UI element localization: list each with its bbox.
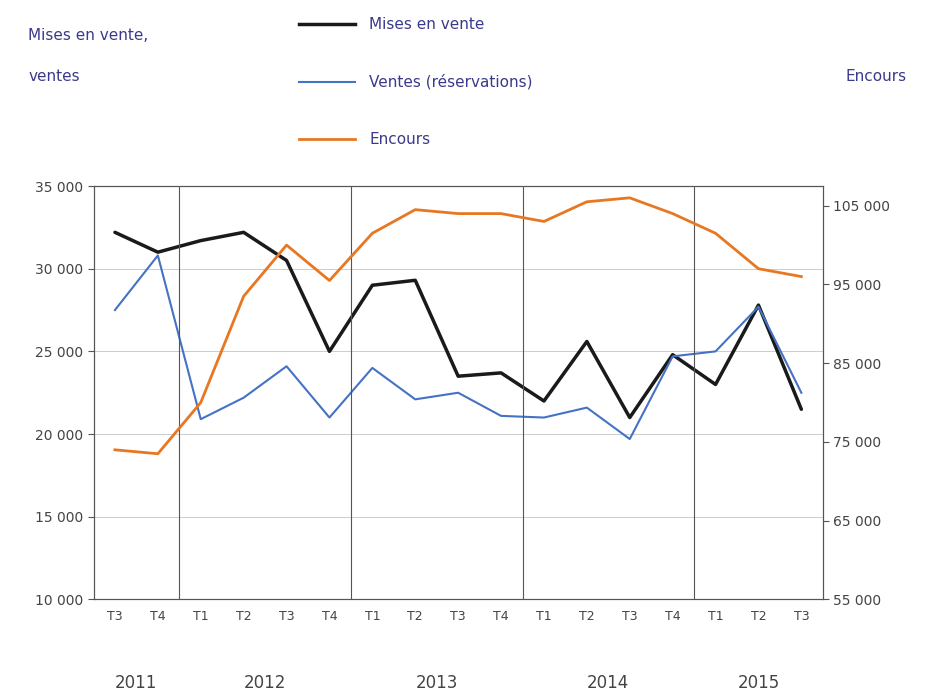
Text: Encours: Encours <box>369 132 430 147</box>
Text: 2012: 2012 <box>244 674 286 689</box>
Text: Encours: Encours <box>846 69 907 84</box>
Text: 2014: 2014 <box>587 674 629 689</box>
Text: 2015: 2015 <box>738 674 780 689</box>
Text: Mises en vente: Mises en vente <box>369 17 484 32</box>
Text: ventes: ventes <box>28 69 79 84</box>
Text: Ventes (réservations): Ventes (réservations) <box>369 74 533 90</box>
Text: 2013: 2013 <box>415 674 458 689</box>
Text: Mises en vente,: Mises en vente, <box>28 28 149 43</box>
Text: 2011: 2011 <box>115 674 158 689</box>
